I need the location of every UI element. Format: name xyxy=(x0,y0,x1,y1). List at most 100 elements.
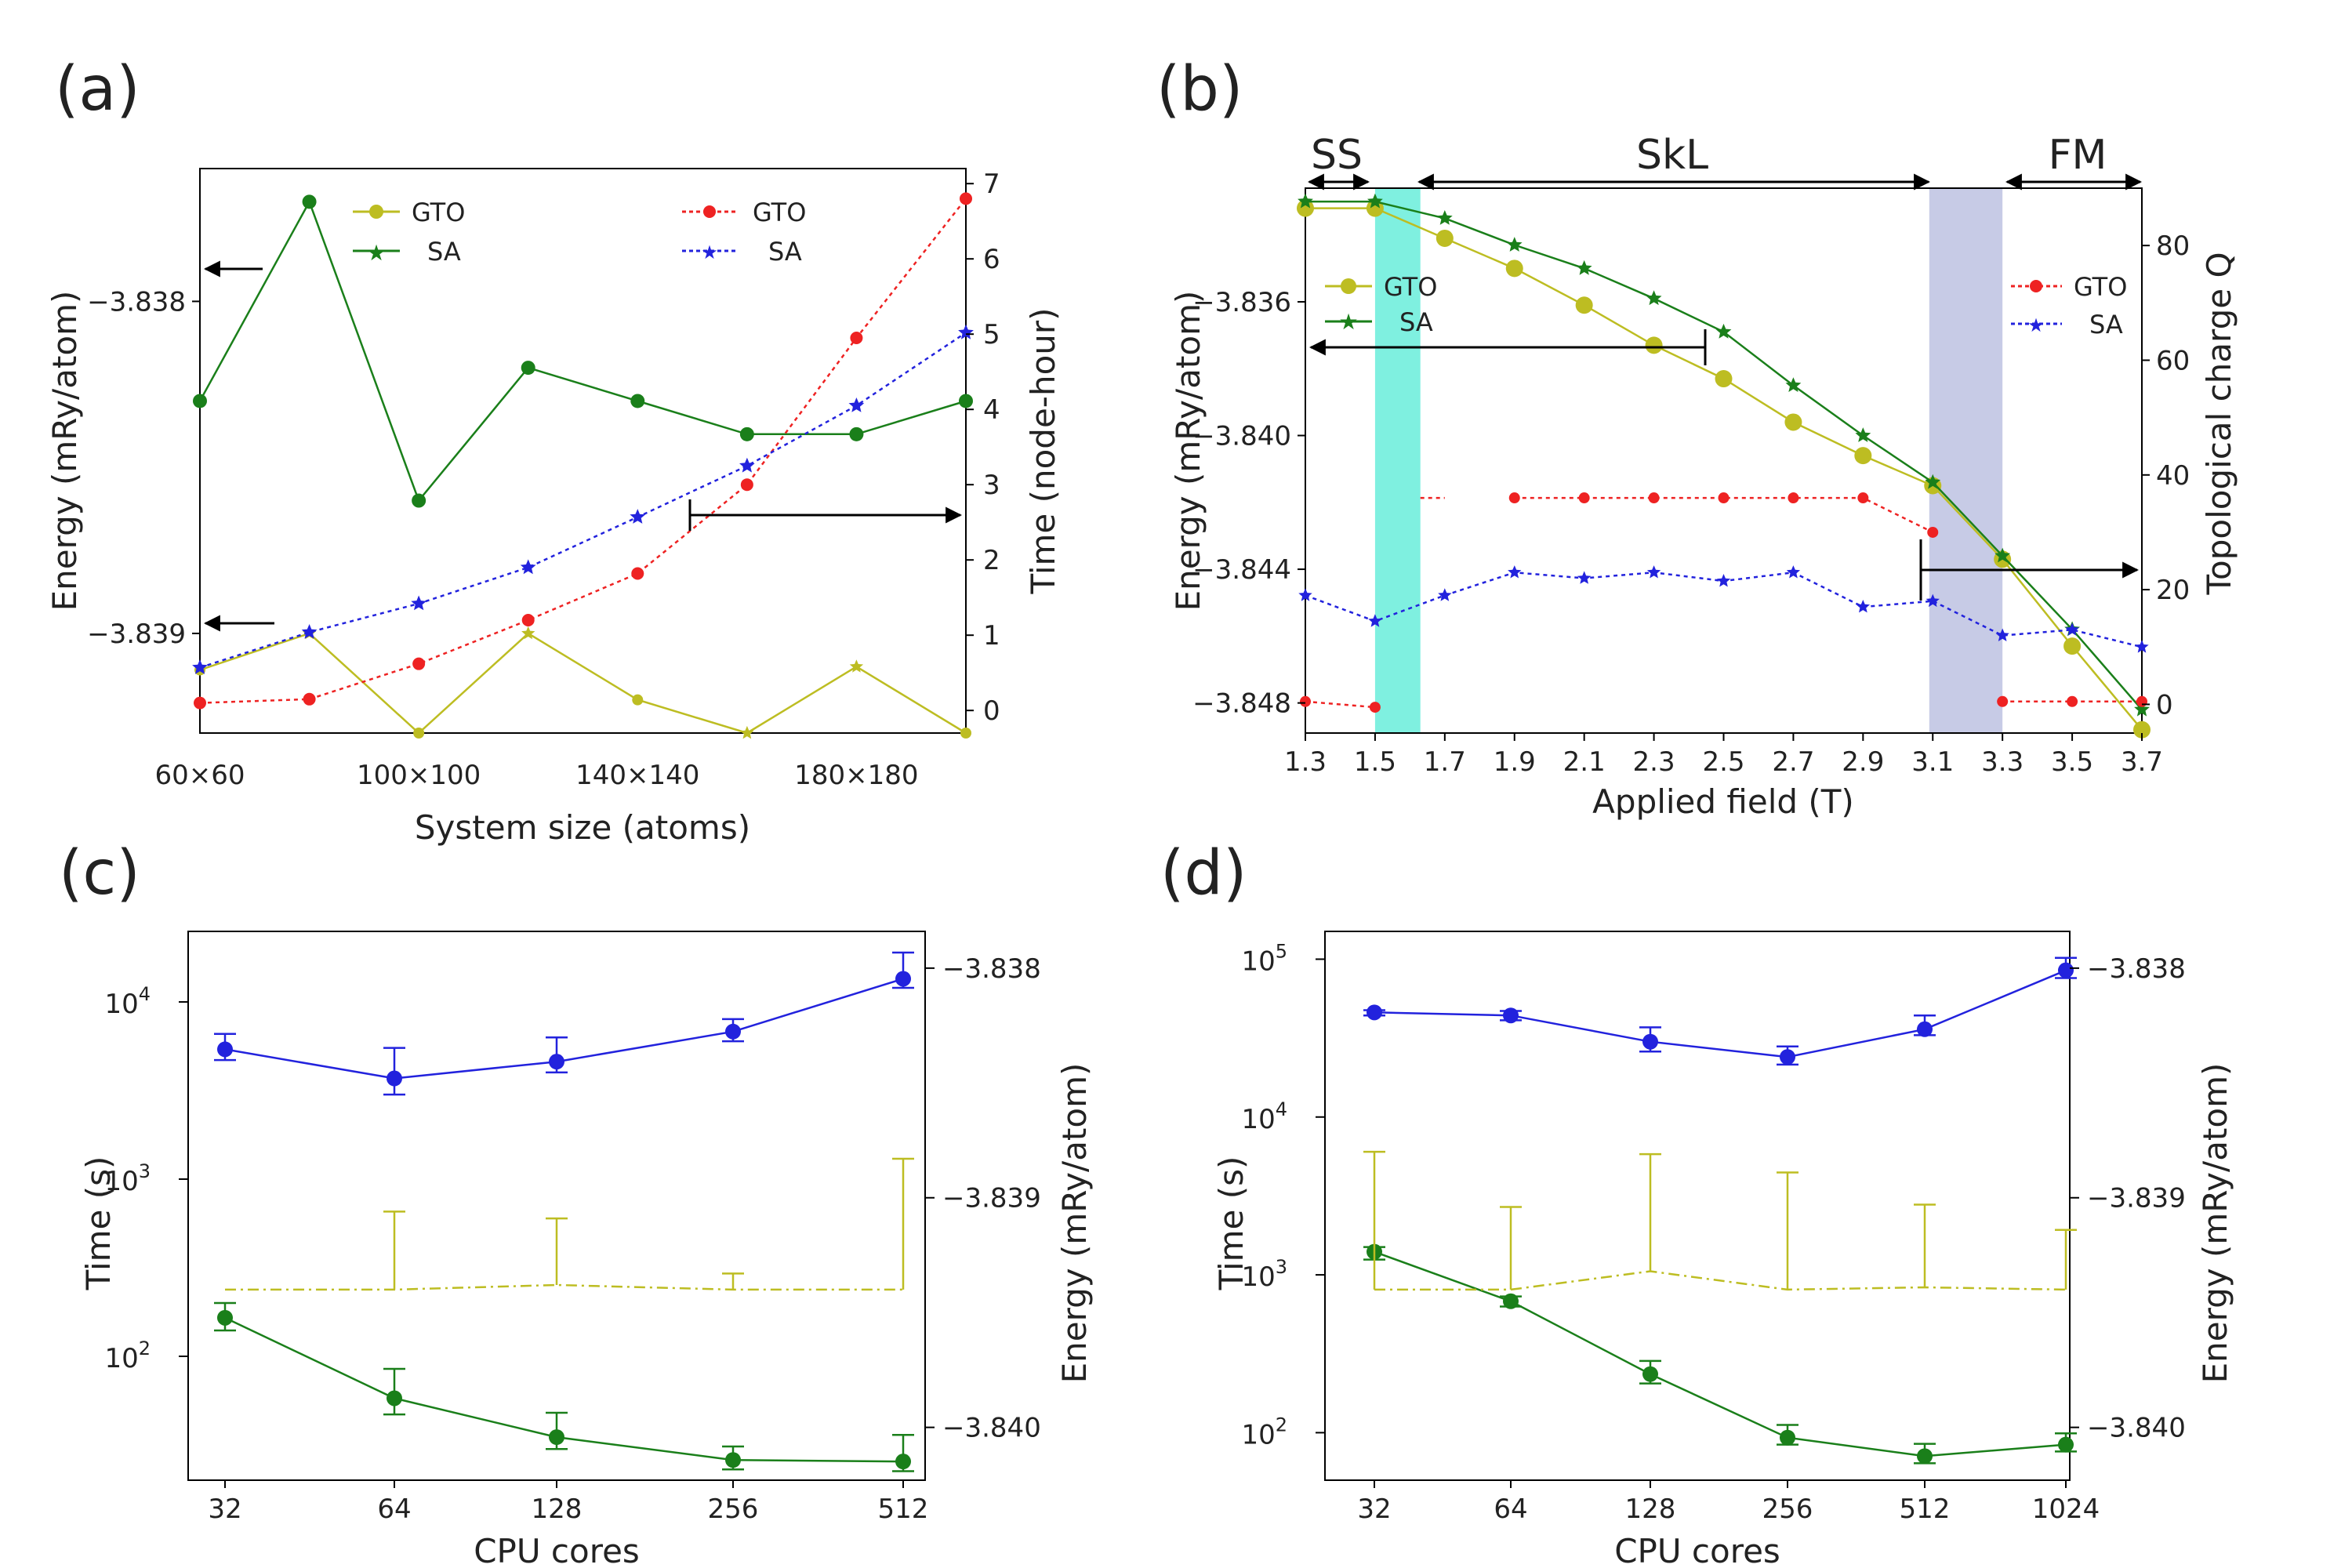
data-point-a-3-5 xyxy=(739,457,755,473)
panel-label-b: (b) xyxy=(1156,54,1243,125)
data-point-a-0-3 xyxy=(521,626,535,640)
data-point-a-2-6 xyxy=(850,332,863,344)
data-point-b-1-0 xyxy=(1298,193,1313,209)
y-tick-label-a-right-5: 5 xyxy=(983,319,1000,350)
xlabel-c: CPU cores xyxy=(474,1532,640,1568)
data-point-3-0-2 xyxy=(1642,1033,1658,1050)
y-tick-label-b-left-3: −3.848 xyxy=(1192,688,1291,720)
data-point-b-1-10 xyxy=(1994,547,2011,563)
data-point-a-1-5 xyxy=(739,426,754,441)
data-point-b-0-0 xyxy=(1297,199,1314,217)
data-point-3-1-5 xyxy=(2058,1436,2074,1453)
x-tick-label-2-2: 128 xyxy=(532,1494,583,1525)
data-point-b-0-11 xyxy=(2063,637,2082,655)
data-point-a-2-1 xyxy=(303,692,316,706)
x-tick-label-a-2: 140×140 xyxy=(575,760,699,791)
x-tick-label-b-3: 1.9 xyxy=(1494,746,1536,778)
legend-b-right: GTO ★ SA xyxy=(2011,272,2127,339)
y-tick-label-a-left-1: −3.839 xyxy=(87,619,186,650)
region-ss: SS xyxy=(1311,132,1363,179)
data-point-b-0-2 xyxy=(1436,229,1454,247)
y-tick-label-a-right-4: 4 xyxy=(983,394,1000,426)
data-point-a-3-7 xyxy=(958,324,974,339)
panel-b: 1.3 1.5 1.7 1.9 2.1 2.3 2.5 2.7 2.9 3.1 3.3 3.5 3.7 −… xyxy=(1169,132,2238,821)
data-point-b-3-12 xyxy=(2135,640,2149,653)
data-point-b-2-10 xyxy=(1997,695,2009,707)
y-tick-label-3-right-0: −3.838 xyxy=(2087,953,2186,985)
y-tick-label-3-left-0: 102 xyxy=(1241,1414,1287,1450)
data-point-b-0-4 xyxy=(1575,296,1593,314)
legend-a-sa: SA xyxy=(427,237,461,267)
x-tick-label-3-5: 1024 xyxy=(2032,1494,2100,1525)
data-point-2-0-2 xyxy=(549,1054,564,1070)
data-point-b-3-7 xyxy=(1786,565,1801,579)
data-point-b-2-0 xyxy=(1300,695,1311,707)
y-tick-label-a-right-1: 1 xyxy=(983,620,1000,652)
x-tick-label-a-1: 100×100 xyxy=(357,760,481,791)
data-point-a-1-7 xyxy=(959,394,973,408)
y-tick-label-3-left-3: 105 xyxy=(1241,940,1287,977)
plot-frame-d xyxy=(1324,931,2071,1481)
series-line-a-1 xyxy=(198,199,967,503)
data-point-3-1-3 xyxy=(1780,1429,1795,1446)
series-line-3-1 xyxy=(1374,1250,2067,1457)
plot-frame-a xyxy=(199,168,967,734)
x-tick-label-b-5: 2.3 xyxy=(1633,746,1675,778)
legend-a-gto-right: GTO xyxy=(753,198,806,227)
data-point-a-0-2 xyxy=(413,728,425,739)
x-tick-label-b-2: 1.7 xyxy=(1424,746,1466,778)
data-point-3-1-2 xyxy=(1642,1366,1658,1382)
y-tick-label-3-left-2: 104 xyxy=(1241,1098,1287,1135)
y-tick-label-2-left-2: 104 xyxy=(104,983,151,1020)
data-point-a-2-3 xyxy=(521,614,535,626)
x-tick-label-a-3: 180×180 xyxy=(794,760,918,791)
panel-label-d: (d) xyxy=(1160,838,1247,909)
x-tick-label-3-2: 128 xyxy=(1625,1494,1676,1525)
ylabel-d-left: Time (s) xyxy=(1212,1156,1250,1291)
data-point-2-1-0 xyxy=(217,1309,233,1326)
legend-b-sa-right: SA xyxy=(2089,310,2123,339)
data-point-b-3-2 xyxy=(1438,588,1452,601)
data-point-b-3-6 xyxy=(1716,574,1731,587)
y-tick-label-b-left-1: −3.840 xyxy=(1192,421,1291,452)
series-line-3-2 xyxy=(1374,1270,2067,1291)
y-tick-label-b-right-0: 0 xyxy=(2156,689,2173,720)
data-point-b-0-3 xyxy=(1505,260,1523,278)
x-tick-label-2-4: 512 xyxy=(878,1494,929,1525)
panel-label-a: (a) xyxy=(55,54,140,125)
data-point-b-1-8 xyxy=(1855,427,1871,442)
data-point-2-0-0 xyxy=(217,1041,233,1058)
y-tick-label-a-right-2: 2 xyxy=(983,545,1000,576)
x-tick-label-b-7: 2.7 xyxy=(1772,746,1814,778)
data-point-a-0-5 xyxy=(740,725,754,739)
data-point-a-1-0 xyxy=(193,394,207,408)
data-point-a-0-4 xyxy=(632,694,644,706)
y-tick-label-a-right-6: 6 xyxy=(983,244,1000,275)
data-point-2-1-3 xyxy=(725,1452,741,1468)
x-tick-label-b-1: 1.5 xyxy=(1354,746,1396,778)
y-tick-label-3-right-2: −3.840 xyxy=(2087,1413,2186,1444)
x-tick-label-3-1: 64 xyxy=(1494,1494,1527,1525)
data-point-b-1-9 xyxy=(1925,474,1941,489)
data-point-2-1-2 xyxy=(549,1429,564,1446)
data-point-3-0-3 xyxy=(1780,1049,1795,1065)
x-tick-label-a-0: 60×60 xyxy=(154,760,245,791)
data-point-b-3-4 xyxy=(1577,571,1592,584)
panel-c: 32 64 128 256 512102103104−3.838−3.839−3.840… xyxy=(79,931,1094,1568)
data-point-a-0-7 xyxy=(960,728,971,739)
series-line-b-2a xyxy=(1305,700,1376,709)
data-point-a-3-0 xyxy=(192,659,208,674)
legend-a-sa-right: SA xyxy=(768,237,802,267)
data-point-2-0-3 xyxy=(725,1023,741,1040)
legend-a-gto: GTO xyxy=(412,198,465,227)
x-tick-label-2-0: 32 xyxy=(208,1494,241,1525)
y-tick-label-b-left-2: −3.844 xyxy=(1192,554,1291,586)
data-point-b-3-3 xyxy=(1508,565,1522,579)
data-point-2-1-4 xyxy=(895,1454,911,1470)
data-point-2-0-4 xyxy=(895,971,911,987)
data-point-b-2-3 xyxy=(1508,492,1520,504)
data-point-b-2-6 xyxy=(1718,492,1730,504)
data-point-b-3-11 xyxy=(2065,622,2079,636)
phase-band-ss xyxy=(1374,188,1421,733)
data-point-3-0-0 xyxy=(1367,1004,1382,1021)
